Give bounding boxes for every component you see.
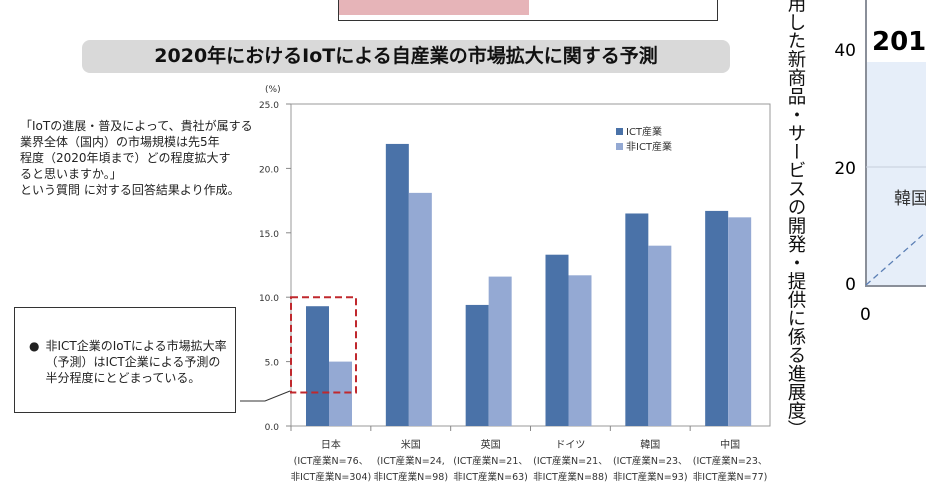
- y-tick: 20: [834, 159, 856, 179]
- note-line: という質問 に対する回答結果より作成。: [20, 183, 240, 197]
- x-category-label: 中国: [720, 438, 740, 451]
- bar-ict: [465, 304, 489, 426]
- x-category-label: 韓国: [640, 439, 660, 451]
- plot-area: [866, 62, 926, 286]
- x-category-n2: 非ICT産業N=98): [373, 471, 448, 483]
- x-category-n2: 非ICT産業N=88): [533, 471, 608, 483]
- x-category-n2: 非ICT産業N=93): [613, 471, 688, 483]
- plot-frame: [290, 103, 771, 427]
- highlight-box: [290, 296, 357, 394]
- y-tick-label: 15.0: [259, 230, 279, 240]
- callout-text: 非ICT企業のIoTによる市場拡大率（予測）はICT企業による予測の半分程度にと…: [45, 339, 227, 385]
- x-category-label: 英国: [481, 438, 501, 451]
- bar-non-ict: [329, 361, 352, 426]
- legend-swatch: [616, 143, 623, 150]
- bar-ict: [705, 210, 729, 426]
- callout-box: ● 非ICT企業のIoTによる市場拡大率（予測）はICT企業による予測の半分程度に…: [14, 307, 236, 413]
- x-category-n1: (ICT産業N=21、: [453, 455, 528, 467]
- bar-chart: 0.05.010.015.020.025.0(%)日本(ICT産業N=76、非I…: [240, 85, 771, 483]
- bar-ict: [625, 213, 649, 426]
- y-tick-label: 0.0: [265, 423, 280, 433]
- y-tick-label: 25.0: [259, 101, 279, 111]
- x-tick: 0: [860, 305, 871, 325]
- x-category-n1: (ICT産業N=21、: [533, 455, 608, 467]
- y-tick: 0: [845, 275, 856, 295]
- x-category-label: 米国: [401, 438, 421, 451]
- point-label: 韓国: [894, 189, 926, 209]
- note-line: 程度（2020年頃まで）どの程度拡大す: [20, 151, 231, 165]
- legend-swatch: [616, 128, 623, 135]
- bar-ict: [545, 254, 569, 426]
- x-category-label: ドイツ: [555, 440, 585, 451]
- right-axis-label: 用した新商品・サービスの開発・提供に係る進展度）: [785, 0, 806, 438]
- right-chart: 40 20 0 0 201 韓国: [834, 0, 926, 325]
- bar-non-ict: [408, 192, 432, 426]
- x-category-n1: (ICT産業N=23、: [693, 455, 768, 467]
- y-tick-label: 20.0: [259, 165, 279, 175]
- bar-ict: [306, 306, 329, 426]
- source-note: 「IoTの進展・普及によって、貴社が属する 業界全体（国内）の市場規模は先5年 …: [20, 118, 260, 198]
- legend-label: 非ICT産業: [626, 140, 672, 153]
- x-category-n1: (ICT産業N=24,: [377, 455, 445, 467]
- x-category-n1: (ICT産業N=76、: [294, 455, 369, 467]
- x-category-n2: 非ICT産業N=63): [453, 471, 528, 483]
- y-tick-label: 5.0: [265, 359, 280, 369]
- y-tick: 40: [834, 41, 856, 61]
- bullet-icon: ●: [29, 339, 40, 353]
- x-category-n1: (ICT産業N=23、: [613, 455, 688, 467]
- note-line: 業界全体（国内）の市場規模は先5年: [20, 135, 220, 149]
- note-line: ると思いますか。」: [20, 167, 122, 181]
- callout-connector: [240, 390, 291, 402]
- x-category-n2: 非ICT産業N=304): [291, 471, 372, 483]
- note-line: 「IoTの進展・普及によって、貴社が属する: [20, 119, 253, 133]
- y-axis-unit: (%): [265, 85, 281, 95]
- x-category-n2: 非ICT産業N=77): [693, 471, 768, 483]
- legend-label: ICT産業: [626, 125, 662, 138]
- upper-chart-frame: [338, 0, 718, 21]
- x-category-label: 日本: [321, 438, 341, 451]
- right-chart-title: 201: [872, 27, 926, 57]
- reference-line: [865, 231, 926, 286]
- chart-title: 2020年におけるIoTによる自産業の市場拡大に関する予測: [82, 40, 730, 73]
- bar-ict: [385, 143, 409, 426]
- bar-non-ict: [728, 217, 752, 426]
- bar-non-ict: [568, 275, 592, 426]
- bar-non-ict: [648, 245, 672, 426]
- y-tick-label: 10.0: [259, 294, 279, 304]
- bar-non-ict: [488, 276, 512, 426]
- upper-chart-bar: [339, 0, 529, 15]
